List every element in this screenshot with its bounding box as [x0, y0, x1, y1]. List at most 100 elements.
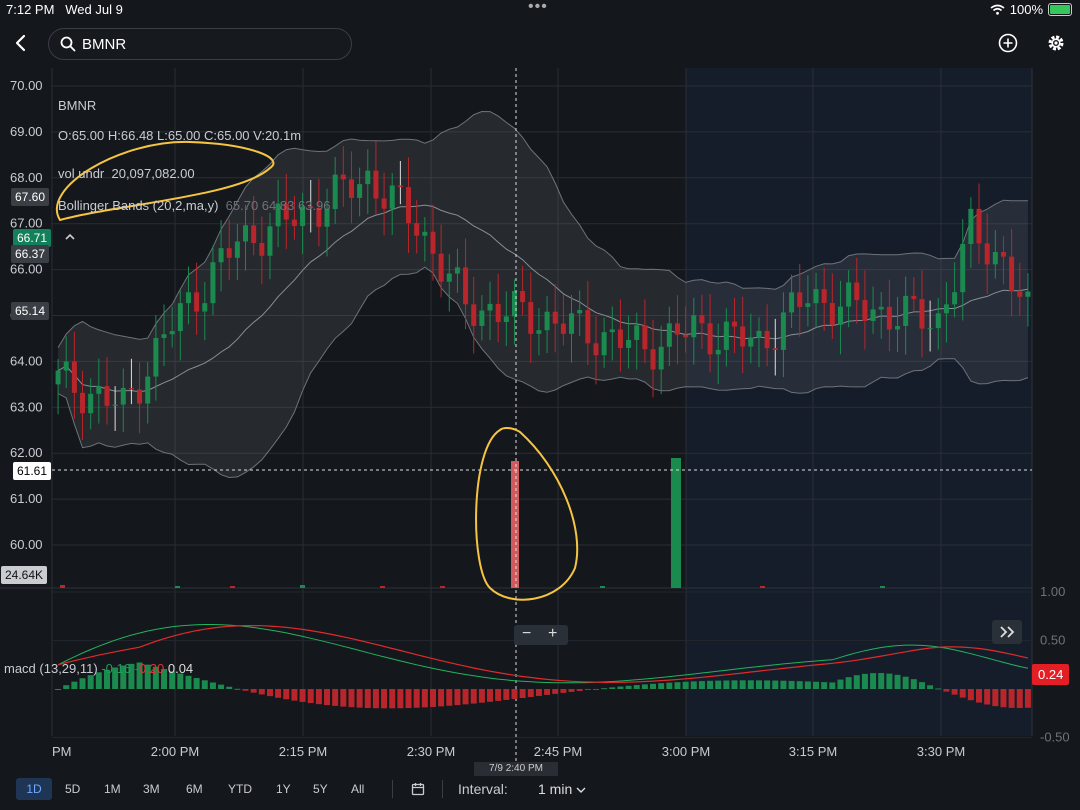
candle-body	[707, 323, 713, 355]
range-1y[interactable]: 1Y	[276, 782, 291, 796]
macd-histogram-bar	[1016, 689, 1023, 709]
zoom-out-button[interactable]: −	[522, 625, 532, 642]
candle-body	[145, 376, 151, 404]
divider	[392, 780, 393, 798]
macd-histogram-bar	[487, 689, 494, 702]
candle-body	[120, 387, 126, 405]
macd-histogram-bar	[927, 685, 934, 689]
range-3m[interactable]: 3M	[143, 782, 160, 796]
range-1d[interactable]: 1D	[16, 778, 52, 800]
macd-histogram-bar	[209, 682, 216, 689]
candle-body	[789, 292, 795, 313]
macd-histogram-bar	[332, 689, 339, 706]
time-tick-label: 3:30 PM	[917, 744, 965, 759]
add-icon[interactable]	[997, 32, 1019, 54]
annotation-circle-volume	[56, 140, 275, 222]
bollinger-upper	[57, 110, 1028, 348]
candle-body	[748, 337, 754, 347]
macd-histogram-bar	[796, 681, 803, 689]
legend-ohlcv: O:65.00 H:66.48 L:65.00 C:65.00 V:20.1m	[58, 128, 302, 143]
macd-histogram-bar	[658, 683, 665, 689]
price-tag-high: 67.60	[11, 188, 50, 206]
candle-body	[593, 343, 599, 356]
interval-select[interactable]: 1 min	[538, 778, 586, 800]
candle-body	[634, 325, 640, 340]
candle-body	[732, 321, 738, 327]
volume-bar	[600, 586, 605, 588]
candle-body	[780, 312, 786, 350]
macd-histogram-bar	[755, 680, 762, 689]
candle-body	[194, 292, 200, 312]
candle-body	[552, 311, 558, 324]
candle-body	[80, 392, 86, 414]
candle-body	[601, 332, 607, 356]
macd-histogram-bar	[902, 676, 909, 689]
candle-body	[300, 206, 306, 226]
candle-body	[968, 208, 974, 245]
back-icon[interactable]	[10, 32, 32, 54]
candle-body	[699, 315, 705, 324]
time-tick-label: PM	[52, 744, 72, 759]
macd-histogram-bar	[918, 682, 925, 689]
price-tick-label: 62.00	[10, 445, 43, 460]
candle-body	[397, 185, 403, 188]
macd-tick-label: -0.50	[1040, 730, 1070, 745]
candle-body	[952, 292, 958, 305]
macd-histogram-bar	[894, 674, 901, 689]
candle-body	[992, 251, 998, 265]
settings-gear-icon[interactable]	[1045, 32, 1067, 54]
candle-body	[487, 303, 493, 311]
candle-body	[813, 289, 819, 304]
candle-body	[683, 334, 689, 338]
macd-histogram-bar	[87, 675, 94, 689]
multitask-dots[interactable]: •••	[528, 0, 548, 15]
range-ytd[interactable]: YTD	[228, 782, 252, 796]
macd-histogram-bar	[886, 673, 893, 689]
candle-body	[772, 348, 778, 350]
chart-area[interactable]: 70.0069.0068.0067.0066.0065.0064.0063.00…	[0, 68, 1080, 768]
range-5y[interactable]: 5Y	[313, 782, 328, 796]
price-tick-label: 67.00	[10, 216, 43, 231]
expand-chart-button[interactable]	[992, 620, 1022, 644]
macd-histogram-bar	[592, 689, 599, 690]
chevron-down-icon	[576, 787, 586, 793]
macd-histogram-bar	[63, 685, 70, 689]
macd-histogram-bar	[715, 680, 722, 689]
range-1m[interactable]: 1M	[104, 782, 121, 796]
after-hours-shade	[686, 68, 1032, 736]
range-all[interactable]: All	[351, 782, 365, 796]
range-5d[interactable]: 5D	[65, 782, 81, 796]
candle-body	[112, 404, 118, 406]
macd-histogram-bar	[601, 688, 608, 690]
candle-body	[381, 198, 387, 209]
macd-histogram-bar	[454, 689, 461, 706]
range-6m[interactable]: 6M	[186, 782, 203, 796]
candle-body	[935, 313, 941, 329]
zoom-in-button[interactable]: +	[548, 625, 558, 642]
candle-body	[511, 291, 517, 317]
search-input[interactable]: BMNR	[48, 28, 352, 60]
battery-percent: 100%	[1009, 2, 1043, 17]
volume-tag: 24.64K	[1, 566, 48, 584]
wifi-icon	[990, 4, 1005, 15]
macd-histogram-bar	[853, 675, 860, 689]
candle-body	[88, 393, 94, 414]
range-bar: 1D 5D 1M 3M 6M YTD 1Y 5Y All Interval: 1…	[0, 776, 1080, 810]
candle-body	[1017, 291, 1023, 297]
collapse-legend-icon[interactable]	[62, 230, 78, 244]
macd-histogram-bar	[389, 689, 396, 709]
candle-body	[927, 328, 933, 330]
candle-body	[430, 231, 436, 254]
price-chart[interactable]: 70.0069.0068.0067.0066.0065.0064.0063.00…	[0, 68, 1080, 768]
macd-histogram-bar	[739, 680, 746, 689]
macd-histogram-bar	[438, 689, 445, 707]
zoom-control[interactable]: − +	[514, 625, 568, 645]
macd-histogram-bar	[324, 689, 331, 706]
calendar-icon[interactable]	[411, 782, 425, 796]
candle-body	[291, 219, 297, 226]
macd-histogram-bar	[878, 673, 885, 689]
candle-body	[642, 325, 648, 350]
macd-histogram-bar	[161, 669, 168, 689]
candle-body	[283, 203, 289, 220]
search-icon	[60, 36, 76, 52]
